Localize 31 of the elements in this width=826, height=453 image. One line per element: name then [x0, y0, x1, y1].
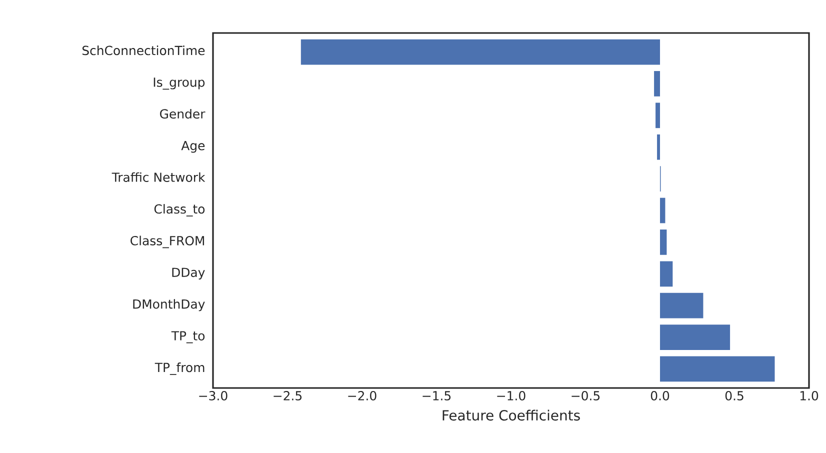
x-tick-label: −1.5: [422, 391, 451, 400]
y-tick-label: SchConnectionTime: [82, 46, 205, 56]
x-tick-label: −2.5: [274, 390, 302, 400]
bar: [660, 356, 775, 382]
bar: [657, 134, 660, 160]
bar: [660, 292, 704, 318]
y-tick-label: TP_from: [154, 362, 204, 375]
x-axis-title: Feature Coefficients: [442, 410, 580, 421]
y-tick-label: DDay: [172, 268, 205, 280]
bar: [660, 261, 673, 287]
x-tick-label: 1.0: [800, 390, 818, 400]
x-tick-label: −3.0: [199, 390, 228, 400]
y-tick-label: Age: [181, 141, 205, 153]
x-tick-label: −0.5: [572, 390, 600, 400]
y-tick-label: Class_FROM: [130, 236, 204, 248]
y-tick-label: Gender: [160, 108, 206, 119]
x-tick-label: −2.0: [348, 390, 376, 400]
bar: [660, 230, 667, 255]
y-tick-label: Is_group: [154, 78, 205, 90]
x-tick-label: 0.0: [650, 390, 670, 400]
y-tick-label: DMonthDay: [133, 299, 205, 312]
bar: [654, 71, 660, 96]
y-tick-label: TP_to: [171, 331, 205, 344]
bar: [660, 198, 666, 224]
bar: [300, 39, 660, 65]
x-tick-label: 0.5: [725, 390, 744, 400]
y-tick-label: Traffic Network: [112, 172, 206, 182]
y-tick-label: Class_to: [154, 204, 205, 216]
bar: [656, 102, 660, 128]
x-tick-label: −1.0: [497, 390, 526, 400]
bar: [660, 324, 730, 350]
